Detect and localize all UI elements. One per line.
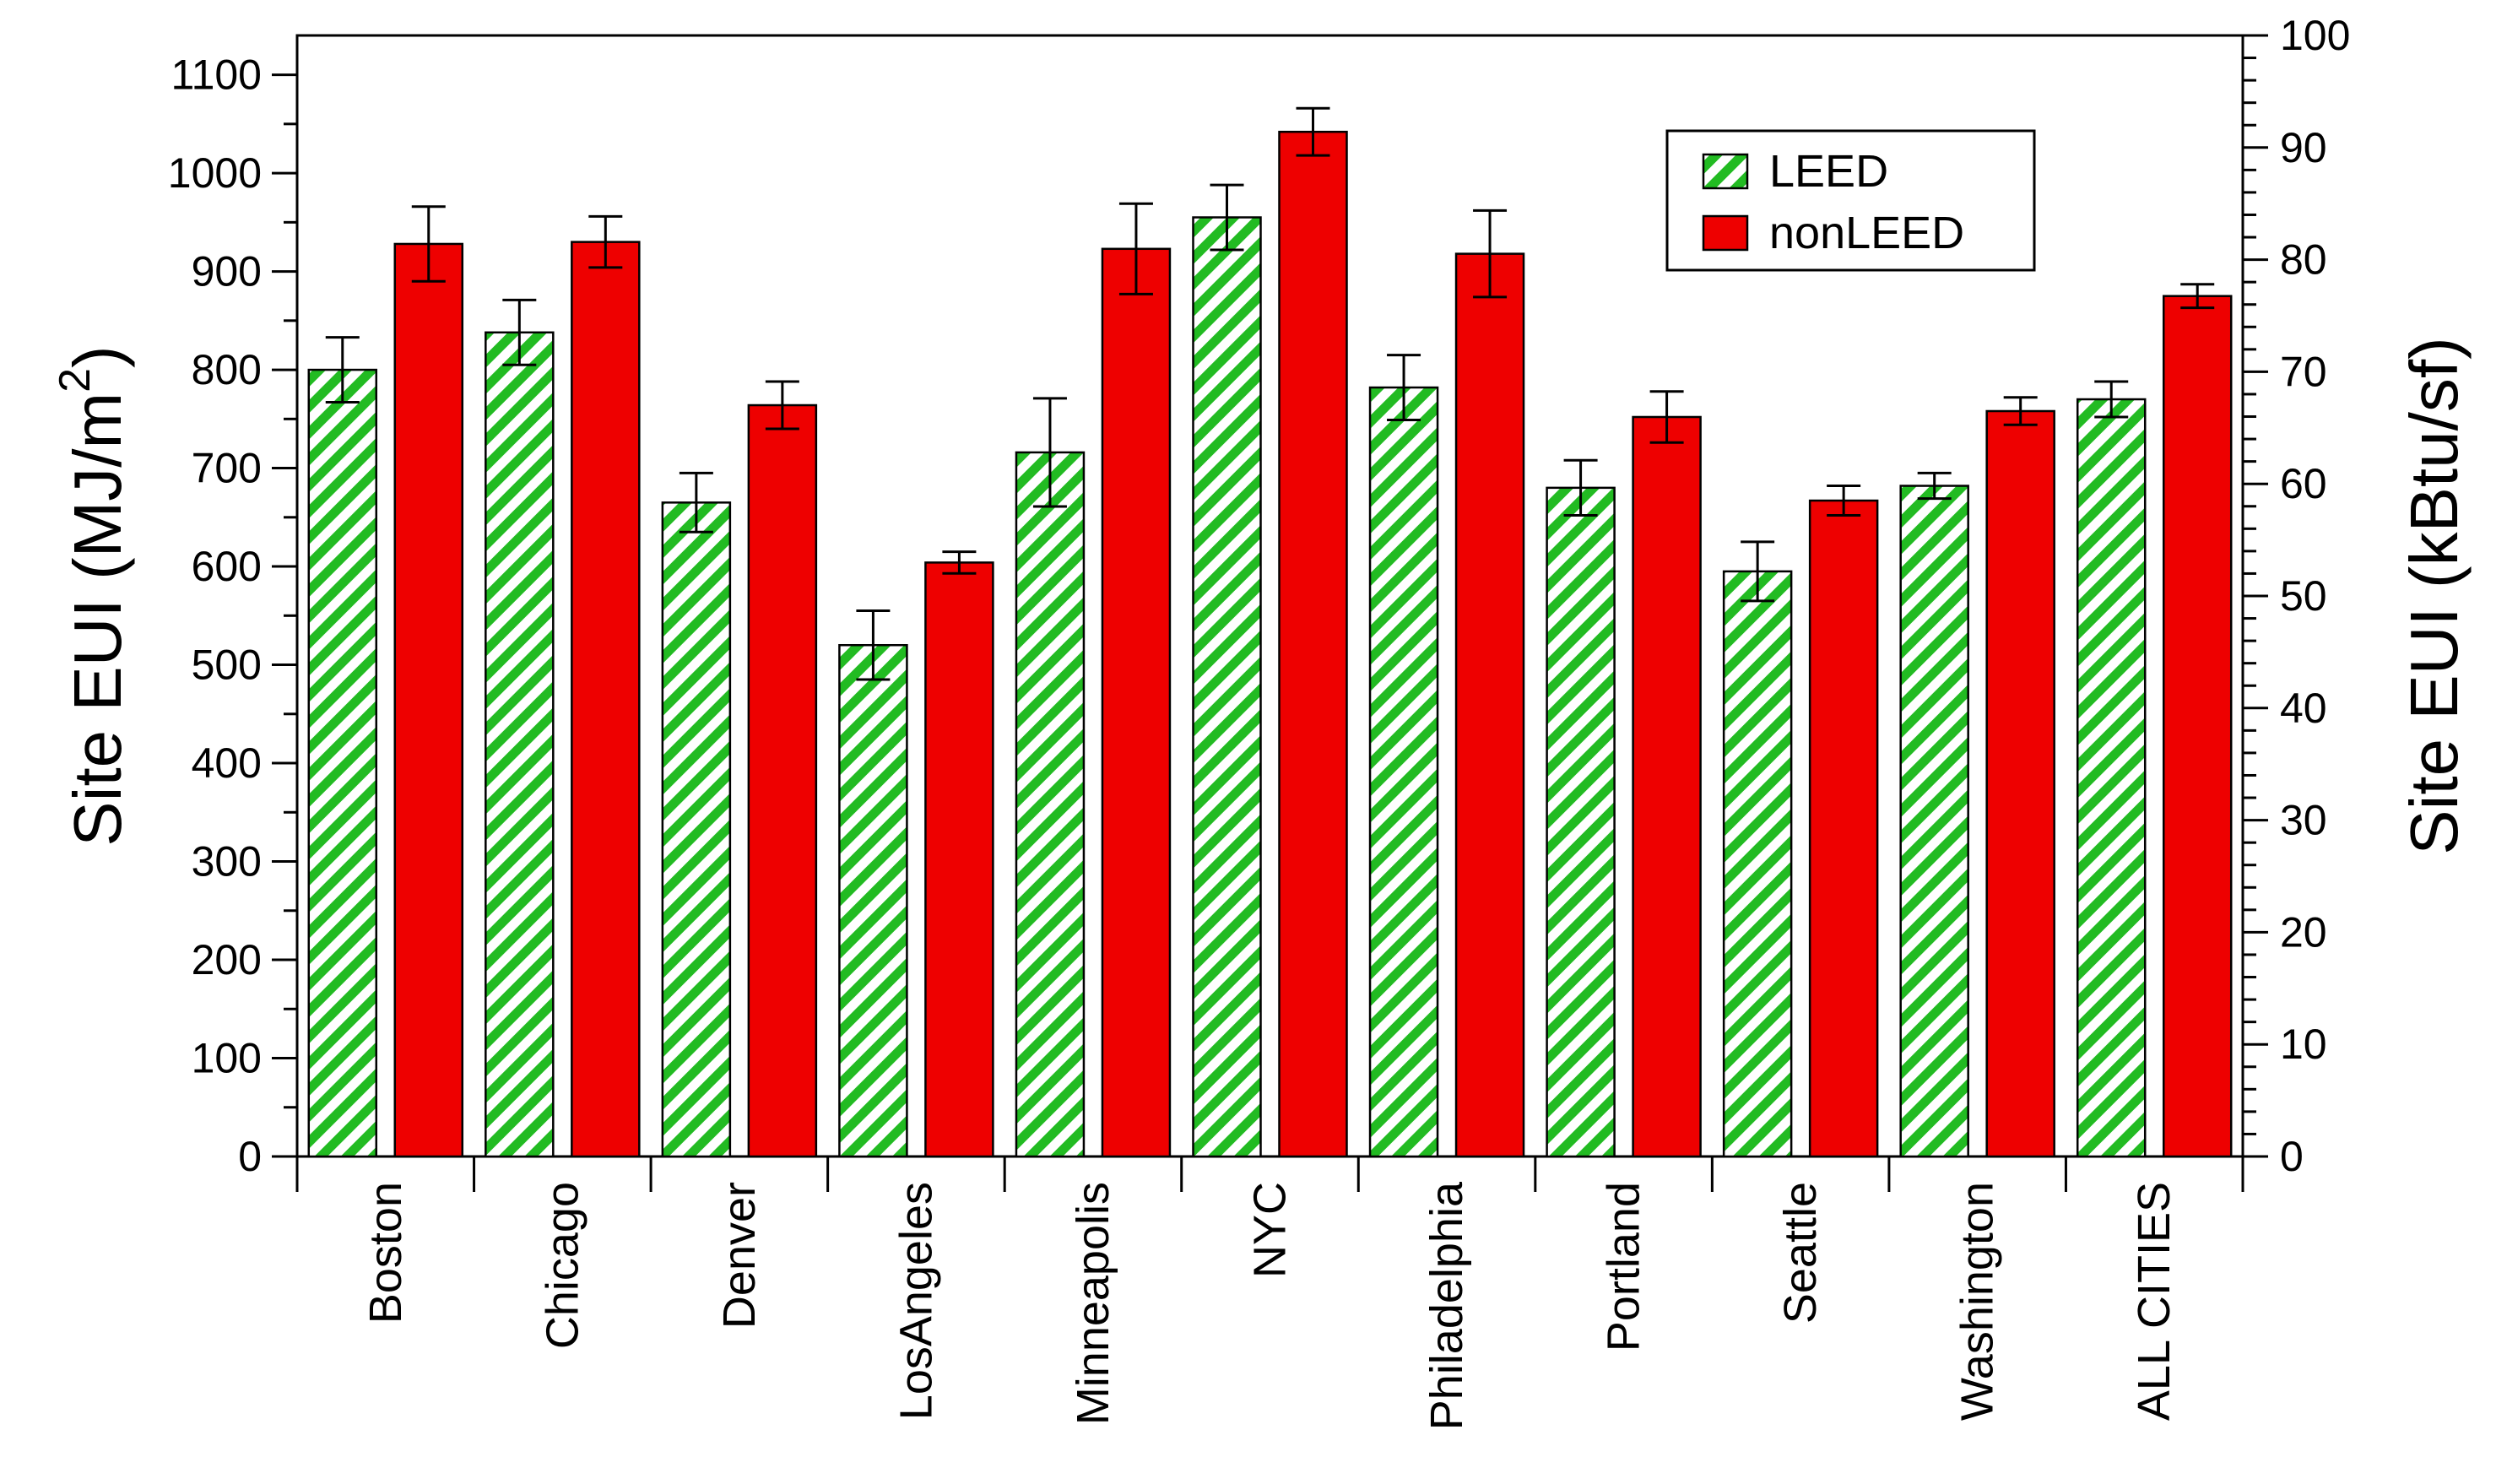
y-tick-label: 200	[192, 936, 262, 983]
legend-label-leed: LEED	[1769, 146, 1888, 197]
legend-label-nonleed: nonLEED	[1769, 208, 1964, 258]
bar-nonleed	[1101, 247, 1172, 1158]
y2-tick-label: 30	[2280, 797, 2327, 844]
bar-nonleed	[1278, 130, 1348, 1158]
bar-leed	[2076, 398, 2147, 1158]
bar-leed	[1192, 216, 1262, 1158]
legend-swatch-nonleed	[1702, 214, 1749, 252]
bar-leed	[1722, 570, 1793, 1158]
x-tick-label: Seattle	[1775, 1182, 1826, 1324]
y-tick-label: 700	[192, 445, 262, 492]
y2-tick-label: 100	[2280, 12, 2350, 59]
y-tick-label: 900	[192, 248, 262, 295]
x-tick-label: Denver	[714, 1182, 765, 1329]
x-tick-label: ALL CITIES	[2129, 1182, 2179, 1421]
error-bars-group	[325, 106, 2215, 681]
bar-leed	[1899, 485, 1969, 1158]
y-axis-title-superscript: 2	[51, 368, 100, 393]
y2-tick-label: 40	[2280, 685, 2327, 732]
bar-leed	[661, 501, 732, 1158]
legend: LEED nonLEED	[1665, 129, 2036, 272]
y-tick-label: 100	[192, 1035, 262, 1082]
y2-axis-title: Site EUI (kBtu/sf)	[2396, 337, 2472, 854]
y2-tick-label: 20	[2280, 908, 2327, 956]
bar-nonleed	[1808, 499, 1879, 1158]
y-tick-label: 600	[192, 543, 262, 590]
right-y-axis: 0 10 20 30 40 50 60 70 80 90 100	[2243, 12, 2350, 1180]
bar-leed	[485, 331, 555, 1158]
left-y-axis: 0 100 200 300 400 500 600 700 800 900 1000 1100	[168, 51, 297, 1180]
x-tick-label: NYC	[1245, 1182, 1296, 1278]
bar-nonleed	[747, 403, 818, 1158]
bar-leed	[1015, 451, 1086, 1158]
legend-swatch-leed	[1702, 153, 1749, 190]
y-tick-label: 1000	[168, 149, 262, 197]
x-tick-label: Portland	[1599, 1182, 1649, 1351]
x-tick-label: Philadelphia	[1421, 1181, 1472, 1430]
bar-nonleed	[2162, 295, 2233, 1158]
y-tick-label: 800	[192, 346, 262, 393]
bar-nonleed	[393, 242, 464, 1158]
y2-tick-label: 90	[2280, 124, 2327, 171]
bar-leed	[307, 368, 378, 1158]
bar-nonleed	[1632, 415, 1702, 1158]
y2-tick-label: 0	[2280, 1133, 2304, 1180]
bar-leed	[838, 643, 908, 1158]
y-tick-label: 0	[238, 1133, 262, 1180]
y2-tick-label: 10	[2280, 1021, 2327, 1068]
y2-tick-label: 50	[2280, 572, 2327, 620]
bar-nonleed	[1454, 252, 1525, 1158]
y-axis-title: Site EUI (MJ/m2)	[51, 345, 135, 846]
y-tick-label: 400	[192, 739, 262, 787]
bar-leed	[1546, 486, 1616, 1158]
bar-nonleed	[1985, 409, 2055, 1158]
x-tick-label: Chicago	[537, 1182, 587, 1349]
y-axis-title-main: Site EUI (MJ/m	[60, 393, 135, 847]
y-tick-label: 300	[192, 838, 262, 886]
bar-leed	[1368, 386, 1439, 1158]
y-tick-label: 1100	[171, 51, 262, 99]
x-tick-label: LosAngeles	[891, 1182, 941, 1420]
x-tick-label: Minneapolis	[1068, 1182, 1118, 1425]
bars-group	[307, 130, 2233, 1158]
y2-tick-label: 70	[2280, 348, 2327, 395]
bar-nonleed	[571, 241, 641, 1158]
y-axis-title-tail: )	[60, 345, 135, 368]
x-axis: Boston Chicago Denver LosAngeles Minneapolis…	[295, 1156, 2244, 1430]
bar-nonleed	[924, 561, 994, 1158]
y-tick-label: 500	[192, 642, 262, 689]
x-tick-label: Washington	[1952, 1182, 2003, 1421]
y2-tick-label: 60	[2280, 460, 2327, 507]
y2-tick-label: 80	[2280, 236, 2327, 284]
x-tick-label: Boston	[360, 1182, 411, 1324]
